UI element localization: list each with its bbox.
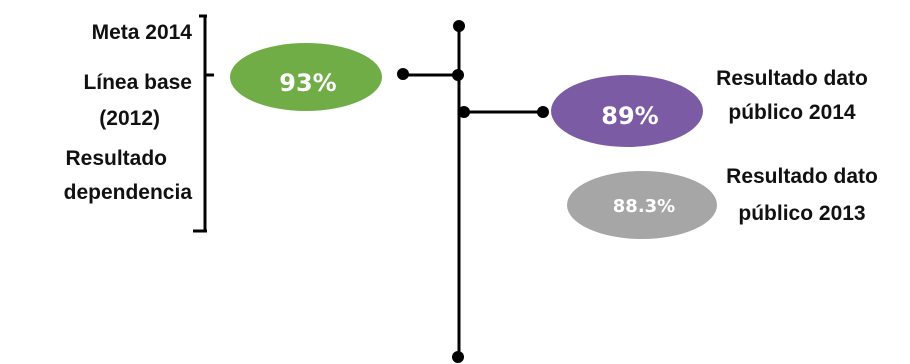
publico-2014-value-text: 89% xyxy=(601,102,658,130)
resultado-dependencia-label-line1: Resultado xyxy=(65,147,167,170)
axis-top-dot xyxy=(453,20,465,32)
resultado-publico-2013-label-line2: público 2013 xyxy=(738,202,866,225)
linea-base-year-label: (2012) xyxy=(99,107,160,130)
publico-2013-value-text: 88.3% xyxy=(613,196,675,217)
meta-value-text: 93% xyxy=(279,69,336,97)
left-bracket xyxy=(193,14,214,233)
meta-connector-left-dot xyxy=(397,68,409,80)
resultado-publico-2014-label-line1: Resultado dato xyxy=(716,67,868,90)
resultado-publico-2014-label-line2: público 2014 xyxy=(728,101,856,124)
resultado-dependencia-label-line2: dependencia xyxy=(63,181,192,204)
axis-bottom-dot xyxy=(452,351,464,363)
meta-connector-axis-dot xyxy=(452,69,464,81)
publico-2013-value-ellipse xyxy=(567,171,717,239)
publico-2014-value-ellipse xyxy=(551,75,703,147)
publico-2014-connector-axis-dot xyxy=(458,106,470,118)
meta-value-ellipse xyxy=(230,43,382,111)
linea-base-label: Línea base xyxy=(83,71,192,94)
publico-2014-connector-right-dot xyxy=(537,106,549,118)
meta-2014-label: Meta 2014 xyxy=(91,21,192,44)
resultado-publico-2013-label-line1: Resultado dato xyxy=(726,165,878,188)
